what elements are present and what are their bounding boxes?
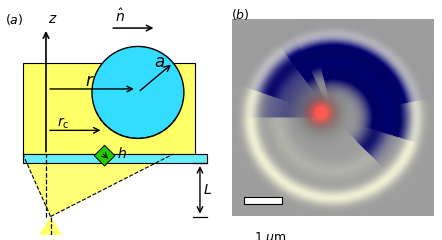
Text: $h$: $h$	[117, 146, 127, 161]
Bar	[23, 155, 207, 163]
Text: $(b)$: $(b)$	[231, 7, 249, 22]
Bar	[23, 63, 195, 155]
Polygon shape	[39, 216, 62, 235]
Text: $z$: $z$	[48, 12, 58, 26]
Text: $L$: $L$	[203, 183, 212, 197]
Text: $\hat{n}$: $\hat{n}$	[115, 7, 125, 25]
Text: $r$: $r$	[85, 72, 95, 90]
Polygon shape	[23, 155, 172, 216]
Text: $r_{\mathrm{c}}$: $r_{\mathrm{c}}$	[57, 116, 70, 131]
Text: 1 $\mu$m: 1 $\mu$m	[254, 230, 287, 240]
Circle shape	[92, 47, 184, 138]
Bar	[244, 197, 282, 204]
Text: $(a)$: $(a)$	[4, 12, 23, 27]
Text: $a$: $a$	[154, 53, 165, 71]
Polygon shape	[94, 145, 115, 166]
